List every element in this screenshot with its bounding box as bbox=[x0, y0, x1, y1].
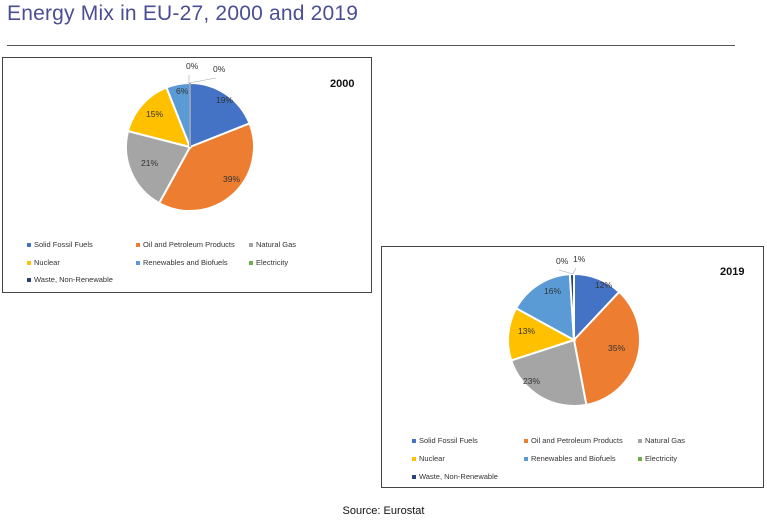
legend-item-2019-renewables: Renewables and Biofuels bbox=[524, 454, 616, 463]
legend-item-2000-oil-petroleum: Oil and Petroleum Products bbox=[136, 240, 235, 249]
legend-swatch bbox=[249, 260, 253, 265]
title-divider bbox=[7, 45, 735, 46]
legend-swatch bbox=[27, 260, 31, 265]
legend-label: Natural Gas bbox=[256, 240, 297, 249]
legend-label: Electricity bbox=[645, 454, 678, 463]
slice-2019-natural-gas bbox=[509, 338, 588, 407]
data-label-2019-renewables: 16% bbox=[544, 286, 561, 296]
legend-item-2000-renewables: Renewables and Biofuels bbox=[136, 258, 228, 267]
legend-label: Electricity bbox=[256, 258, 289, 267]
legend-swatch bbox=[638, 456, 642, 461]
legend-label: Nuclear bbox=[419, 454, 445, 463]
slice-2019-oil-petroleum bbox=[572, 290, 641, 407]
data-label-2000-renewables: 6% bbox=[176, 86, 189, 96]
leader-line-2000-waste bbox=[188, 77, 217, 84]
page-title: Energy Mix in EU-27, 2000 and 2019 bbox=[7, 2, 359, 25]
legend-label: Waste, Non-Renewable bbox=[34, 275, 113, 284]
data-label-2019-waste: 1% bbox=[573, 254, 586, 264]
data-label-2019-oil-petroleum: 35% bbox=[608, 343, 625, 353]
data-label-2019-natural-gas: 23% bbox=[523, 376, 540, 386]
slice-2000-natural-gas bbox=[125, 129, 192, 205]
legend-label: Solid Fossil Fuels bbox=[419, 436, 478, 445]
legend-label: Solid Fossil Fuels bbox=[34, 240, 93, 249]
legend-label: Waste, Non-Renewable bbox=[419, 472, 498, 481]
slice-2000-nuclear bbox=[126, 86, 192, 149]
data-label-2019-solid-fossil-fuels: 12% bbox=[595, 280, 612, 290]
legend-swatch bbox=[136, 260, 140, 265]
chart-title-2019: 2019 bbox=[720, 266, 745, 278]
legend-item-2019-waste: Waste, Non-Renewable bbox=[412, 472, 498, 481]
data-label-2019-nuclear: 13% bbox=[518, 326, 535, 336]
data-label-2000-natural-gas: 21% bbox=[141, 158, 158, 168]
legend-item-2000-nuclear: Nuclear bbox=[27, 258, 60, 267]
data-label-2000-oil-petroleum: 39% bbox=[223, 174, 240, 184]
data-label-2000-electricity: 0% bbox=[186, 61, 199, 71]
legend-swatch bbox=[412, 456, 416, 461]
data-label-2000-solid-fossil-fuels: 19% bbox=[216, 95, 233, 105]
slice-2000-oil-petroleum bbox=[157, 122, 255, 212]
legend-swatch bbox=[412, 474, 416, 479]
chart-2000: 19% 39% 21% 15% 6% 0% 0% 2000 Solid Fossil Fue… bbox=[2, 57, 372, 293]
slice-2019-renewables bbox=[514, 273, 576, 342]
legend-item-2000-solid-fossil-fuels: Solid Fossil Fuels bbox=[27, 240, 93, 249]
legend-label: Renewables and Biofuels bbox=[531, 454, 616, 463]
legend-label: Renewables and Biofuels bbox=[143, 258, 228, 267]
legend-item-2019-electricity: Electricity bbox=[638, 454, 677, 463]
legend-swatch bbox=[524, 438, 528, 443]
pie-2019-svg: 12% 35% 23% 13% 16% 0% 1% bbox=[507, 254, 641, 407]
legend-item-2000-waste: Waste, Non-Renewable bbox=[27, 275, 113, 284]
legend-label: Oil and Petroleum Products bbox=[531, 436, 623, 445]
legend-item-2000-natural-gas: Natural Gas bbox=[249, 240, 296, 249]
legend-swatch bbox=[412, 438, 416, 443]
source-note: Source: Eurostat bbox=[342, 505, 425, 517]
legend-label: Natural Gas bbox=[645, 436, 686, 445]
legend-2019: Solid Fossil Fuels Oil and Petroleum Prod… bbox=[382, 247, 765, 489]
legend-item-2019-natural-gas: Natural Gas bbox=[638, 436, 685, 445]
legend-swatch bbox=[27, 277, 31, 282]
pie-2000-svg: 19% 39% 21% 15% 6% 0% 0% bbox=[125, 61, 255, 212]
chart-title-2000: 2000 bbox=[330, 78, 355, 90]
data-label-2000-waste: 0% bbox=[213, 64, 226, 74]
slice-2000-solid-fossil-fuels bbox=[189, 81, 251, 149]
leader-line-2019-waste bbox=[572, 267, 577, 275]
leader-line-2019-electricity bbox=[558, 269, 573, 275]
legend-swatch bbox=[136, 242, 140, 247]
chart-2019: 12% 35% 23% 13% 16% 0% 1% 2019 Solid Fossil Fu… bbox=[381, 246, 764, 488]
data-label-2000-nuclear: 15% bbox=[146, 109, 163, 119]
legend-2000: Solid Fossil Fuels Oil and Petroleum Prod… bbox=[3, 58, 373, 294]
legend-swatch bbox=[638, 438, 642, 443]
legend-label: Nuclear bbox=[34, 258, 60, 267]
legend-swatch bbox=[249, 242, 253, 247]
legend-item-2000-electricity: Electricity bbox=[249, 258, 288, 267]
legend-swatch bbox=[524, 456, 528, 461]
legend-swatch bbox=[27, 242, 31, 247]
legend-item-2019-oil-petroleum: Oil and Petroleum Products bbox=[524, 436, 623, 445]
legend-item-2019-nuclear: Nuclear bbox=[412, 454, 445, 463]
legend-label: Oil and Petroleum Products bbox=[143, 240, 235, 249]
data-label-2019-electricity: 0% bbox=[556, 256, 569, 266]
legend-item-2019-solid-fossil-fuels: Solid Fossil Fuels bbox=[412, 436, 478, 445]
